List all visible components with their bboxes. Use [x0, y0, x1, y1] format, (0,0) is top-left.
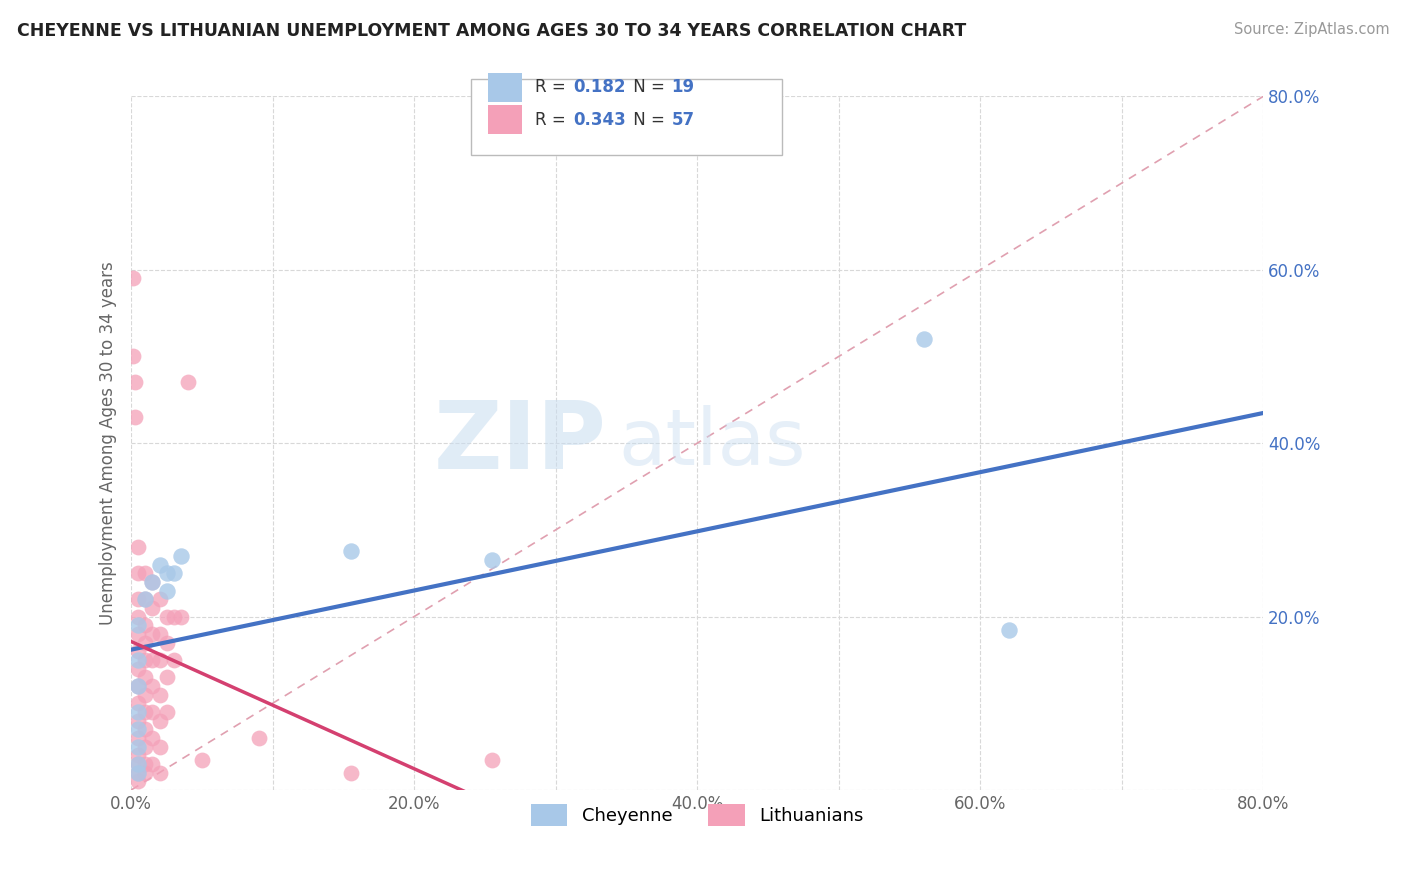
Point [148, 765, 170, 780]
Point [127, 739, 149, 754]
Point [127, 748, 149, 763]
Point [127, 731, 149, 745]
Point [127, 679, 149, 693]
Text: Source: ZipAtlas.com: Source: ZipAtlas.com [1233, 22, 1389, 37]
Point [127, 765, 149, 780]
Point [141, 574, 163, 589]
Point [156, 609, 179, 624]
Point [134, 592, 156, 607]
Point [127, 756, 149, 771]
Point [163, 609, 186, 624]
Text: atlas: atlas [619, 405, 806, 481]
Point [134, 756, 156, 771]
Point [156, 635, 179, 649]
Point [127, 609, 149, 624]
Text: N =: N = [628, 78, 671, 96]
Point [127, 696, 149, 710]
Point [156, 705, 179, 719]
Point [156, 670, 179, 684]
Point [177, 376, 200, 390]
Point [170, 549, 193, 563]
Point [339, 765, 361, 780]
Text: CHEYENNE VS LITHUANIAN UNEMPLOYMENT AMONG AGES 30 TO 34 YEARS CORRELATION CHART: CHEYENNE VS LITHUANIAN UNEMPLOYMENT AMON… [17, 22, 966, 40]
FancyBboxPatch shape [488, 105, 522, 135]
Point [134, 635, 156, 649]
Point [134, 566, 156, 581]
Point [141, 653, 163, 667]
Y-axis label: Unemployment Among Ages 30 to 34 years: Unemployment Among Ages 30 to 34 years [100, 261, 117, 625]
Text: 0.182: 0.182 [572, 78, 626, 96]
Point [148, 558, 170, 572]
Point [247, 731, 270, 745]
Point [141, 705, 163, 719]
Point [121, 271, 143, 285]
Point [481, 753, 503, 767]
Point [339, 544, 361, 558]
Text: 57: 57 [671, 111, 695, 129]
Point [124, 376, 146, 390]
Point [141, 731, 163, 745]
Point [134, 765, 156, 780]
Point [148, 714, 170, 728]
Text: N =: N = [628, 111, 671, 129]
Point [127, 756, 149, 771]
Point [163, 566, 186, 581]
Point [134, 705, 156, 719]
Legend: Cheyenne, Lithuanians: Cheyenne, Lithuanians [524, 797, 870, 833]
Point [127, 765, 149, 780]
Point [127, 723, 149, 737]
Point [127, 618, 149, 632]
Point [481, 553, 503, 567]
Text: ZIP: ZIP [434, 397, 607, 489]
Point [134, 670, 156, 684]
Point [148, 688, 170, 702]
Point [127, 644, 149, 658]
Point [127, 627, 149, 641]
Point [127, 774, 149, 789]
Text: 0.343: 0.343 [572, 111, 626, 129]
Point [127, 705, 149, 719]
Point [134, 592, 156, 607]
Point [134, 723, 156, 737]
Point [134, 739, 156, 754]
Point [134, 653, 156, 667]
Point [163, 653, 186, 667]
Point [141, 600, 163, 615]
Text: R =: R = [536, 111, 571, 129]
Point [127, 679, 149, 693]
Point [997, 623, 1019, 637]
Point [127, 661, 149, 675]
Point [141, 756, 163, 771]
Point [127, 653, 149, 667]
Point [156, 583, 179, 598]
Point [127, 566, 149, 581]
Point [124, 410, 146, 425]
Point [127, 714, 149, 728]
Point [912, 332, 935, 346]
Point [148, 627, 170, 641]
Point [148, 592, 170, 607]
Point [121, 350, 143, 364]
Point [134, 688, 156, 702]
Point [191, 753, 214, 767]
Point [170, 609, 193, 624]
Point [127, 540, 149, 554]
Point [148, 739, 170, 754]
Point [141, 574, 163, 589]
Point [141, 679, 163, 693]
Text: R =: R = [536, 78, 571, 96]
Point [156, 566, 179, 581]
Text: 19: 19 [671, 78, 695, 96]
FancyBboxPatch shape [471, 79, 782, 155]
Point [134, 618, 156, 632]
Point [141, 627, 163, 641]
Point [148, 653, 170, 667]
Point [127, 592, 149, 607]
FancyBboxPatch shape [488, 73, 522, 102]
